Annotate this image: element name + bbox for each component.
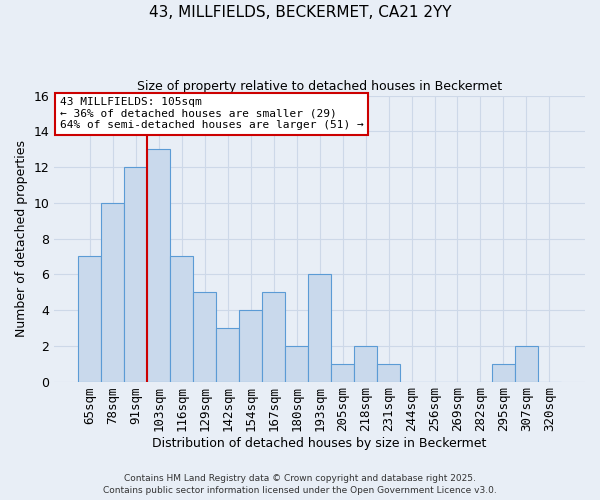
Bar [193, 292, 216, 382]
Bar [170, 256, 193, 382]
Bar [239, 310, 262, 382]
Bar [124, 167, 148, 382]
Bar [216, 328, 239, 382]
Bar [492, 364, 515, 382]
Y-axis label: Number of detached properties: Number of detached properties [15, 140, 28, 337]
Text: 43, MILLFIELDS, BECKERMET, CA21 2YY: 43, MILLFIELDS, BECKERMET, CA21 2YY [149, 5, 451, 20]
Text: Contains HM Land Registry data © Crown copyright and database right 2025.
Contai: Contains HM Land Registry data © Crown c… [103, 474, 497, 495]
Bar [354, 346, 377, 382]
Text: 43 MILLFIELDS: 105sqm
← 36% of detached houses are smaller (29)
64% of semi-deta: 43 MILLFIELDS: 105sqm ← 36% of detached … [59, 97, 364, 130]
Bar [377, 364, 400, 382]
Bar [101, 203, 124, 382]
X-axis label: Distribution of detached houses by size in Beckermet: Distribution of detached houses by size … [152, 437, 487, 450]
Bar [515, 346, 538, 382]
Title: Size of property relative to detached houses in Beckermet: Size of property relative to detached ho… [137, 80, 502, 93]
Bar [262, 292, 285, 382]
Bar [148, 149, 170, 382]
Bar [79, 256, 101, 382]
Bar [331, 364, 354, 382]
Bar [308, 274, 331, 382]
Bar [285, 346, 308, 382]
